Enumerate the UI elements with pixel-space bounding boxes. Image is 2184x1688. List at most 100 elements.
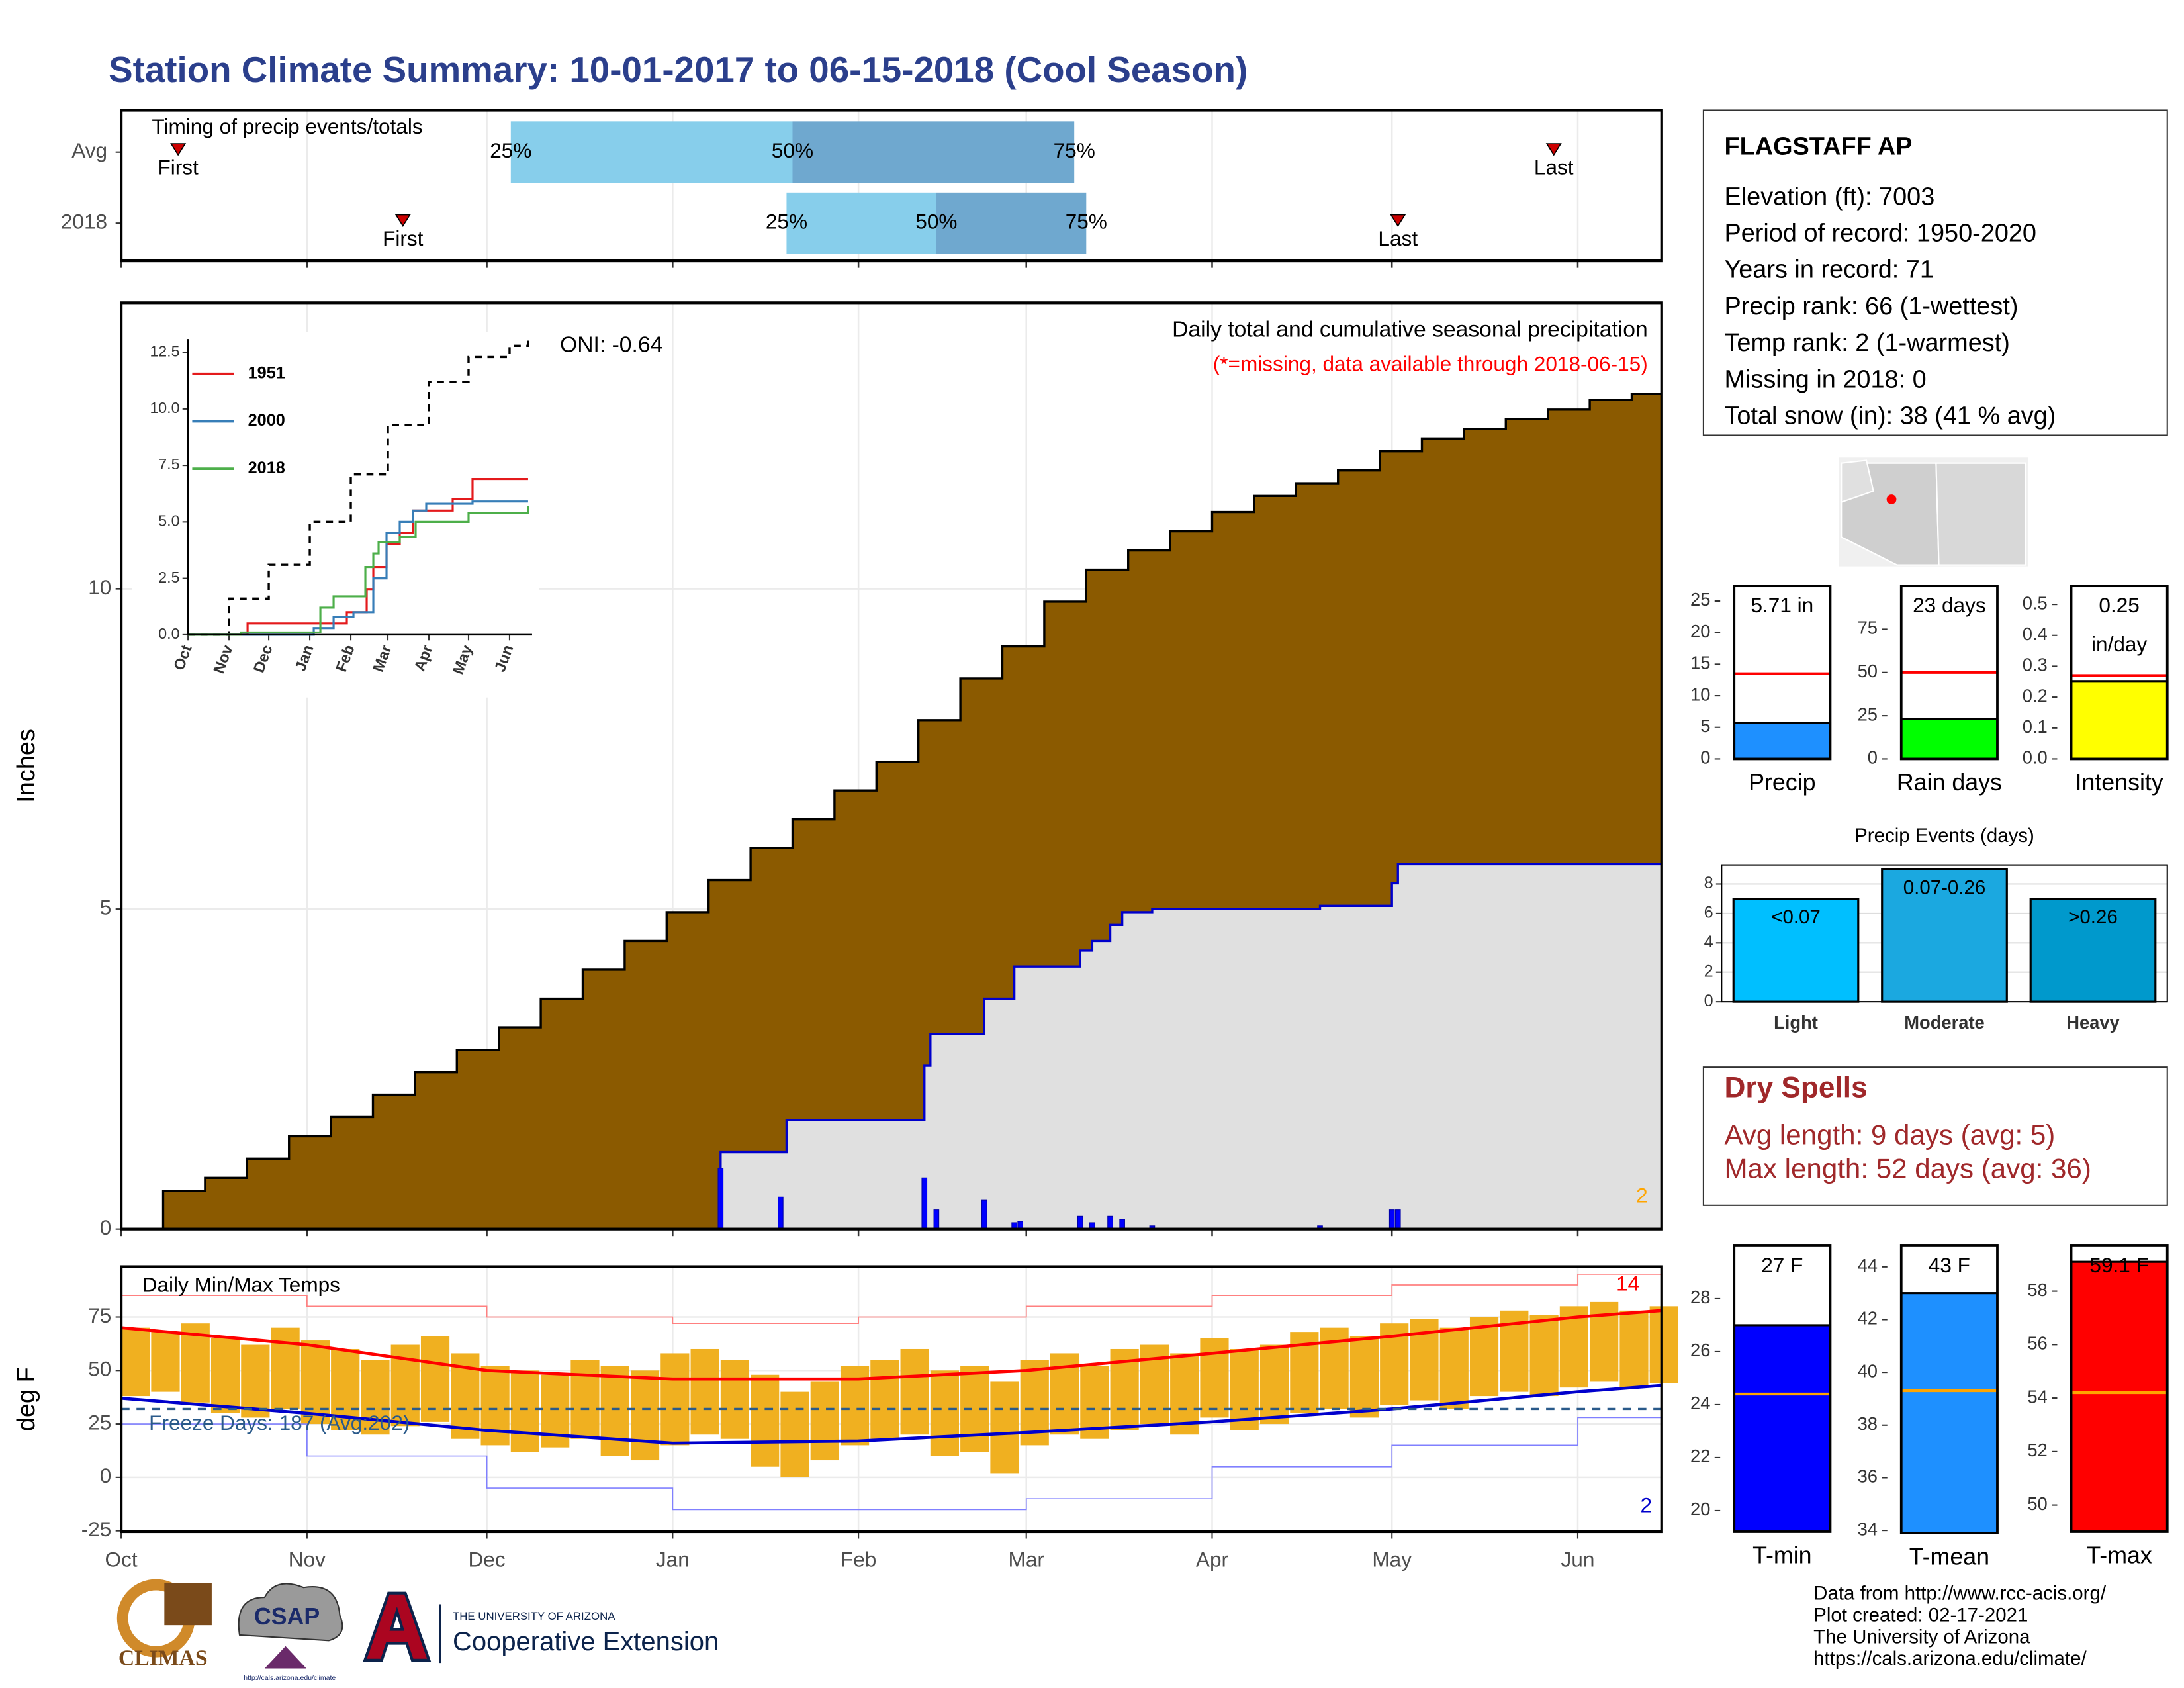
series-line <box>188 506 529 636</box>
y-tick-label: 0.2 <box>2023 685 2048 706</box>
dry-spell-line: Avg length: 9 days (avg: 5) <box>1724 1119 2055 1150</box>
temp-range-bar <box>241 1344 270 1418</box>
y-tick-label: -25 <box>81 1517 112 1541</box>
panel-frame <box>1899 585 1999 761</box>
panel-title: Timing of precip events/totals <box>152 115 422 138</box>
x-tick-label: Light <box>1774 1012 1818 1033</box>
temp-range-bar <box>1619 1310 1649 1388</box>
legend-label: 1951 <box>248 363 285 382</box>
quartile-bar <box>510 121 793 183</box>
x-axis-title: T-max <box>2086 1542 2152 1568</box>
temp-range-bar <box>780 1391 809 1477</box>
temp-range-bar <box>1170 1353 1199 1435</box>
station-line: Missing in 2018: 0 <box>1724 365 1926 393</box>
x-axis-title: Intensity <box>2075 769 2163 796</box>
y-tick-label: 75 <box>1858 618 1878 638</box>
x-axis-title: T-mean <box>1909 1543 1989 1570</box>
annotation: Daily total and cumulative seasonal prec… <box>1172 317 1648 342</box>
temp-range-bar <box>870 1360 899 1439</box>
temp-range-bar <box>1469 1317 1499 1397</box>
series-line <box>188 339 529 636</box>
y-axis-title: Inches <box>13 729 40 803</box>
station-name: FLAGSTAFF AP <box>1724 132 1912 160</box>
credit-line: Data from http://www.rcc-acis.org/ <box>1813 1583 2107 1605</box>
y-tick-label: 75 <box>88 1303 111 1327</box>
y-tick-label: 25 <box>88 1410 111 1434</box>
value-label: 23 days <box>1913 593 1986 617</box>
y-tick-label: 10 <box>88 575 111 599</box>
row-label: Avg <box>71 138 107 162</box>
quartile-bar <box>936 192 1087 254</box>
y-tick-label: 22 <box>1690 1446 1710 1466</box>
daily-bar <box>933 1209 940 1230</box>
temp-range-bar <box>1439 1327 1469 1409</box>
temp-range-bar <box>420 1336 450 1422</box>
temp-range-bar <box>510 1370 539 1452</box>
cumulative-line <box>121 863 1662 1231</box>
y-tick-label: 20 <box>1690 1499 1710 1519</box>
temp-range-bar <box>1259 1344 1289 1425</box>
y-tick-label: 58 <box>2027 1280 2047 1300</box>
panel-frame <box>119 1265 1663 1534</box>
x-tick-label: Jan <box>656 1548 690 1571</box>
bin-label: <0.07 <box>1771 906 1821 928</box>
temp-range-bar <box>121 1327 150 1397</box>
daily-bar <box>981 1199 987 1230</box>
y-tick-label: 0.1 <box>2023 716 2048 737</box>
logos: CLIMAS CSAP http://cals.arizona.edu/clim… <box>116 1579 719 1682</box>
temp-range-bar <box>480 1366 510 1446</box>
x-axis-title: T-min <box>1752 1542 1811 1568</box>
x-tick-label: May <box>1372 1548 1412 1571</box>
y-tick-label: 25 <box>1858 704 1878 724</box>
station-line: Elevation (ft): 7003 <box>1724 183 1934 211</box>
percentile-label: 50% <box>915 210 957 234</box>
value-label: 0.25 <box>2099 593 2139 617</box>
annotation: 2 <box>1636 1184 1648 1207</box>
bar <box>2029 898 2157 1003</box>
y-tick-label: 38 <box>1858 1413 1878 1434</box>
temp-range-bar <box>630 1370 660 1461</box>
y-tick-label: 34 <box>1858 1519 1878 1539</box>
series-line <box>188 500 528 636</box>
temp-range-bar <box>210 1338 240 1413</box>
record-line <box>121 1417 1662 1511</box>
quartile-bar <box>786 192 936 254</box>
value-label: 59.1 F <box>2089 1253 2148 1277</box>
page-title: Station Climate Summary: 10-01-2017 to 0… <box>109 49 1248 90</box>
panel-frame <box>119 301 1663 1231</box>
cumulative-area <box>121 864 1662 1229</box>
event-label: Last <box>1534 155 1574 179</box>
inset-bg <box>132 332 539 698</box>
percentile-label: 25% <box>766 210 807 234</box>
y-tick-label: 5.0 <box>158 512 179 529</box>
y-tick-label: 0.0 <box>158 625 179 642</box>
csap-cloud <box>238 1583 343 1642</box>
gauge-bar <box>1900 1292 1999 1534</box>
x-tick-label: Moderate <box>1904 1012 1985 1033</box>
y-tick-label: 0.4 <box>2023 624 2048 644</box>
temp-range-bar <box>660 1353 690 1446</box>
y-tick-label: 6 <box>1704 904 1713 922</box>
daily-bar <box>717 1168 724 1230</box>
y-tick-label: 4 <box>1704 933 1713 951</box>
y-tick-label: 50 <box>88 1357 111 1381</box>
daily-bar <box>1107 1215 1113 1230</box>
x-axis-title: Rain days <box>1897 769 2002 796</box>
y-tick-label: 20 <box>1690 621 1710 641</box>
daily-bar <box>1119 1219 1125 1230</box>
y-tick-label: 0 <box>100 1215 112 1239</box>
csap-mountain <box>264 1646 307 1669</box>
y-tick-label: 7.5 <box>158 455 179 473</box>
temp-range-bar <box>151 1332 180 1392</box>
unit-label: in/day <box>2091 632 2147 656</box>
x-tick-label: Nov <box>289 1548 326 1571</box>
daily-bar <box>1077 1215 1083 1230</box>
y-tick-label: 0.3 <box>2023 655 2048 675</box>
y-tick-label: 10 <box>1690 684 1710 704</box>
y-tick-label: 56 <box>2027 1333 2047 1354</box>
normal-line <box>120 1309 1662 1381</box>
y-tick-label: 26 <box>1690 1340 1710 1360</box>
temp-range-bar <box>570 1360 600 1439</box>
temp-range-bar <box>600 1366 629 1456</box>
